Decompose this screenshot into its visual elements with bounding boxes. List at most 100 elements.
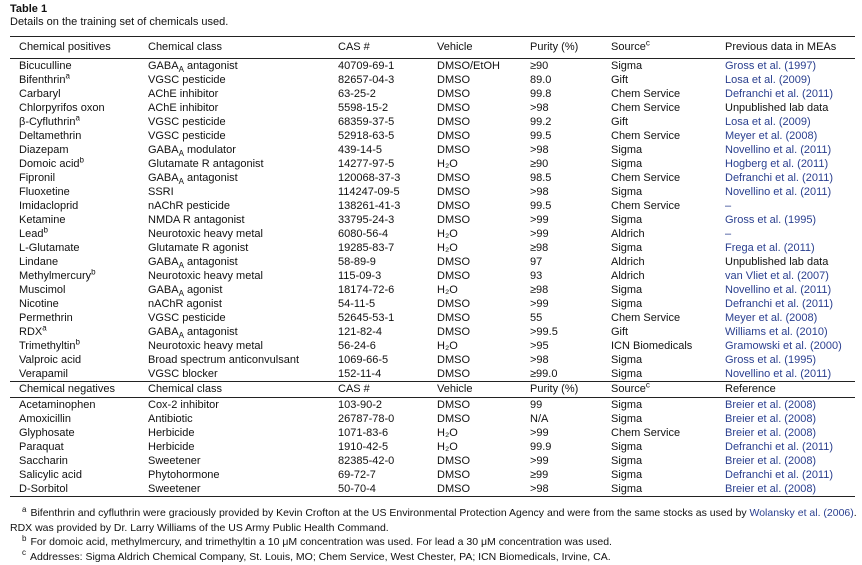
text: GABA (148, 144, 179, 156)
reference-link: Gross et al. (1997) (725, 60, 817, 72)
table-cell: GABAA agonist (148, 283, 338, 297)
table-cell: – (725, 199, 855, 213)
table-cell: D-Sorbitol (19, 483, 68, 495)
table-row: Lindane GABAA antagonist 58-89-9 DMSO 97 Aldr… (10, 255, 855, 269)
table-cell: 55 (530, 312, 543, 324)
header-cell: Purity (%) (530, 383, 579, 395)
reference-link: Defranchi et al. (2011) (725, 172, 834, 184)
table-cell: VGSC pesticide (148, 312, 226, 324)
table-cell: Saccharin (19, 455, 68, 467)
text: antagonist (183, 256, 238, 268)
table-cell: 99.5 (530, 200, 552, 212)
table-cell: AChE inhibitor (148, 88, 219, 100)
text: Source (611, 383, 646, 395)
table-cell: 152-11-4 (338, 368, 382, 380)
table-cell: 69-72-7 (338, 469, 376, 481)
table-cell: Gross et al. (1997) (725, 59, 855, 74)
note-marker: a (22, 504, 27, 514)
reference-link: Breier et al. (2008) (725, 427, 817, 439)
text: Methylmercury (19, 270, 92, 282)
table-cell: DMSO (437, 88, 470, 100)
header-row: Chemical negatives Chemical class CAS # Veh… (10, 381, 855, 398)
table-cell: Neurotoxic heavy metal (148, 270, 263, 282)
reference-link: Wolansky et al. (2006) (749, 507, 854, 519)
note-marker: b (91, 269, 96, 277)
text: RDX (19, 326, 43, 338)
table-row: Muscimol GABAA agonist 18174-72-6 H₂O ≥98 Sig… (10, 283, 855, 297)
header-cell: Vehicle (437, 383, 473, 395)
reference-link: Frega et al. (2011) (725, 242, 815, 254)
text: Addresses: Sigma Aldrich Chemical Compan… (30, 550, 611, 563)
table-cell: Sigma (611, 284, 643, 296)
table-row: Methylmercuryb Neurotoxic heavy metal 115-… (10, 269, 855, 283)
table-cell: >95 (530, 340, 549, 352)
table-cell: ICN Biomedicals (611, 340, 693, 352)
table-cell: Fipronil (19, 172, 56, 184)
table-row: Salicylic acid Phytohormone 69-72-7 DMSO ≥99… (10, 468, 855, 482)
note-marker: b (75, 339, 80, 347)
table-cell: Acetaminophen (19, 399, 96, 411)
table-cell: Meyer et al. (2008) (725, 311, 855, 325)
text: Trimethyltin (19, 340, 76, 352)
table-cell: Sigma (611, 242, 643, 254)
table-row: Valproic acid Broad spectrum anticonvulsa… (10, 353, 855, 367)
table-row: D-Sorbitol Sweetener 50-70-4 DMSO >98 Sigma Br… (10, 482, 855, 497)
table-cell: Chem Service (611, 88, 681, 100)
table-cell: DMSO (437, 399, 470, 411)
table-cell: ≥98 (530, 284, 549, 296)
table-cell: >99.5 (530, 326, 558, 338)
table-cell: 5598-15-2 (338, 102, 389, 114)
reference-link: – (725, 200, 732, 212)
table-cell: 14277-97-5 (338, 158, 395, 170)
table-cell: 54-11-5 (338, 298, 376, 310)
table-cell: Sigma (611, 186, 643, 198)
table-cell: DMSO (437, 116, 470, 128)
text: Domoic acid (19, 158, 80, 170)
table-cell: Gift (611, 74, 629, 86)
table-cell: 120068-37-3 (338, 172, 401, 184)
reference-link: Losa et al. (2009) (725, 74, 811, 86)
note-marker: b (22, 533, 27, 543)
table-cell: Neurotoxic heavy metal (148, 228, 263, 240)
header-cell: Purity (%) (530, 41, 579, 53)
table-cell: Aldrich (611, 270, 645, 282)
table-cell: nAChR agonist (148, 298, 222, 310)
header-cell: Sourcec (611, 37, 725, 59)
table-cell: 114247-09-5 (338, 186, 400, 198)
table-cell: Antibiotic (148, 413, 193, 425)
table-cell: Cox-2 inhibitor (148, 399, 219, 411)
note-marker: c (645, 38, 650, 48)
table-cell: VGSC blocker (148, 368, 218, 380)
text: For domoic acid, methylmercury, and trim… (30, 536, 612, 548)
table-cell: Gift (611, 326, 629, 338)
table-cell: H₂O (437, 427, 458, 439)
table-cell: Permethrin (19, 312, 73, 324)
table-cell: Sigma (611, 144, 643, 156)
table-cell: Muscimol (19, 284, 66, 296)
table-cell: β-Cyfluthrina (10, 115, 148, 129)
table-cell: Novellino et al. (2011) (725, 283, 855, 297)
table-cell: ≥99.0 (530, 368, 558, 380)
table-cell: Sigma (611, 354, 643, 366)
table-cell: Sigma (611, 368, 643, 380)
note-marker: a (75, 115, 80, 123)
table-cell: DMSO (437, 144, 470, 156)
table-cell: Novellino et al. (2011) (725, 367, 855, 382)
table-cell: Sigma (611, 60, 643, 72)
table-cell: 103-90-2 (338, 399, 383, 411)
table-cell: >99 (530, 427, 549, 439)
table-cell: 99 (530, 399, 543, 411)
table-cell: Trimethyltinb (10, 339, 148, 353)
note-marker: a (42, 325, 47, 333)
table-cell: Sigma (611, 298, 643, 310)
reference-link: Defranchi et al. (2011) (725, 441, 834, 453)
table-cell: Losa et al. (2009) (725, 115, 855, 129)
text: agonist (183, 284, 223, 296)
table-cell: Amoxicillin (19, 413, 71, 425)
table-cell: Sigma (611, 413, 643, 425)
table-cell: DMSO (437, 354, 470, 366)
table-cell: Defranchi et al. (2011) (725, 440, 855, 454)
table-cell: Breier et al. (2008) (725, 482, 855, 497)
table-cell: van Vliet et al. (2007) (725, 269, 855, 283)
footnotes: a Bifenthrin and cyfluthrin were gracious… (10, 504, 858, 564)
